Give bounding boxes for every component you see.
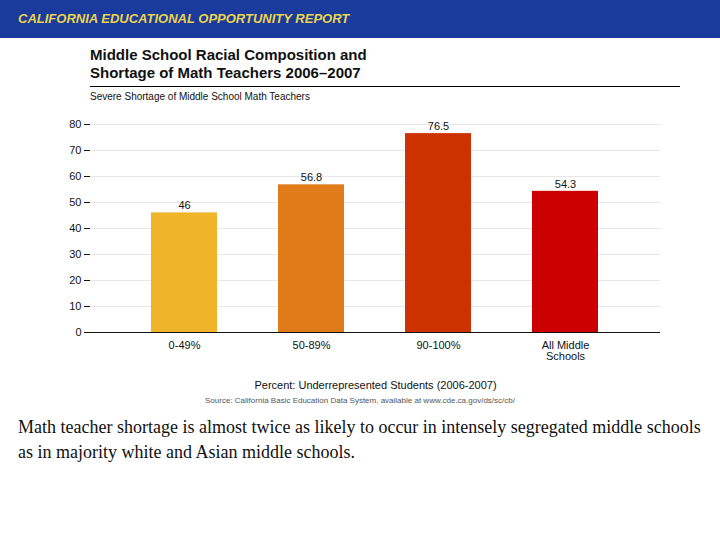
svg-text:All MiddleSchools: All MiddleSchools <box>542 339 590 362</box>
svg-text:60: 60 <box>69 170 81 182</box>
html-text:CALIFORNIA EDUCATIONAL OPPORTU: CALIFORNIA EDUCATIONAL OPPORTUNITY REPOR… <box>18 11 350 26</box>
svg-text:0: 0 <box>75 326 81 338</box>
svg-text:Percent: Underrepresented Stud: Percent: Underrepresented Students (2006… <box>254 379 496 391</box>
svg-text:40: 40 <box>69 222 81 234</box>
svg-text:0-49%: 0-49% <box>169 339 201 351</box>
svg-text:54.3: 54.3 <box>555 178 576 190</box>
svg-text:50-89%: 50-89% <box>293 339 331 351</box>
svg-text:80: 80 <box>69 118 81 130</box>
svg-text:70: 70 <box>69 144 81 156</box>
svg-text:56.8: 56.8 <box>301 171 322 183</box>
svg-text:50: 50 <box>69 196 81 208</box>
html-text:Math teacher shortage is almos: Math teacher shortage is almost twice as… <box>18 417 701 463</box>
svg-text:10: 10 <box>69 300 81 312</box>
html-text:Severe Shortage of Middle Scho: Severe Shortage of Middle School Math Te… <box>90 91 310 102</box>
svg-text:76.5: 76.5 <box>428 120 449 132</box>
svg-text:90-100%: 90-100% <box>416 339 460 351</box>
svg-text:20: 20 <box>69 274 81 286</box>
html-text:Source: California Basic Educa: Source: California Basic Education Data … <box>205 396 515 405</box>
svg-text:46: 46 <box>178 199 190 211</box>
svg-text:30: 30 <box>69 248 81 260</box>
html-text:Middle School Racial Compositi: Middle School Racial Composition and Sho… <box>90 46 367 81</box>
